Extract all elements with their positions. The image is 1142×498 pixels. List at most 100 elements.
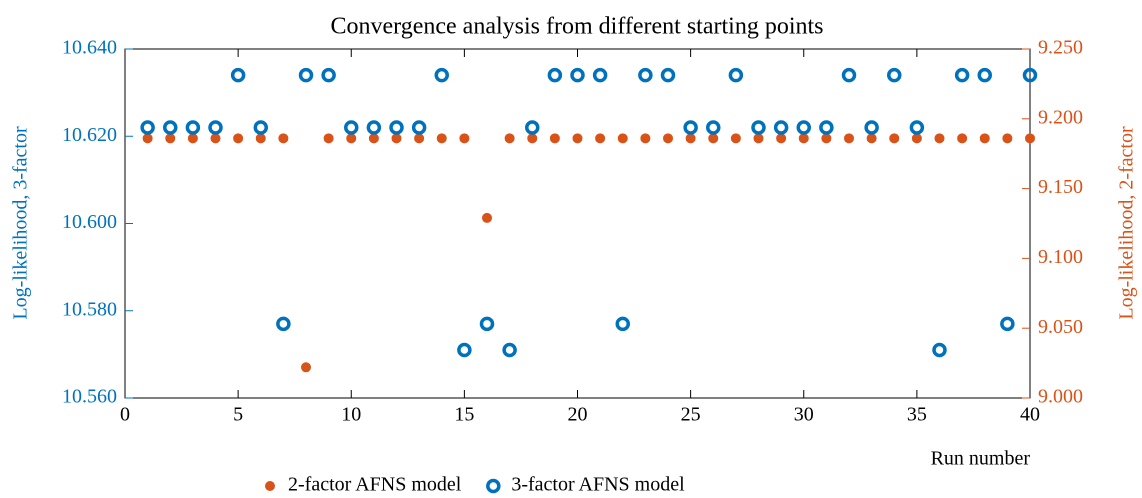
data-point bbox=[253, 120, 268, 135]
plot-frame bbox=[124, 48, 1031, 399]
chart-title: Convergence analysis from different star… bbox=[331, 14, 824, 40]
data-point bbox=[776, 133, 787, 144]
y-tick-label: 10.580 bbox=[62, 298, 117, 320]
data-point bbox=[683, 120, 698, 135]
data-point bbox=[321, 67, 336, 83]
data-point bbox=[208, 120, 223, 135]
legend-marker bbox=[486, 478, 501, 494]
data-point bbox=[572, 133, 583, 144]
data-point bbox=[1022, 67, 1038, 83]
data-point bbox=[773, 120, 789, 135]
data-point bbox=[796, 120, 811, 135]
data-point bbox=[685, 133, 696, 144]
y2-tick-label: 9.150 bbox=[1038, 176, 1083, 198]
data-point bbox=[595, 133, 606, 144]
legend-label: 2-factor AFNS model bbox=[288, 474, 462, 496]
data-point bbox=[911, 133, 922, 144]
y-axis-label: Log-likelihood, 3-factor bbox=[10, 126, 32, 320]
data-point bbox=[570, 67, 585, 83]
data-point bbox=[728, 67, 744, 83]
data-point bbox=[844, 133, 854, 144]
data-point bbox=[368, 133, 379, 144]
data-point bbox=[751, 120, 766, 135]
data-point bbox=[640, 133, 651, 144]
data-point bbox=[163, 120, 178, 135]
data-point bbox=[1025, 133, 1035, 144]
data-point bbox=[957, 133, 968, 144]
data-point bbox=[525, 120, 540, 135]
data-point bbox=[887, 67, 902, 83]
data-point bbox=[502, 342, 517, 358]
data-point bbox=[389, 120, 404, 135]
data-point bbox=[230, 67, 246, 83]
data-point bbox=[346, 133, 357, 144]
data-point bbox=[344, 120, 359, 135]
data-point bbox=[708, 133, 719, 144]
y2-tick-label: 9.200 bbox=[1038, 106, 1083, 128]
data-point bbox=[977, 67, 992, 83]
data-point bbox=[663, 133, 673, 144]
data-point bbox=[954, 67, 970, 83]
x-tick-label: 20 bbox=[568, 404, 588, 426]
data-point bbox=[1002, 133, 1013, 144]
data-point bbox=[864, 120, 879, 135]
x-tick-label: 5 bbox=[233, 404, 243, 426]
y-tick-label: 10.620 bbox=[62, 124, 117, 146]
data-point bbox=[366, 120, 382, 135]
y2-tick-label: 9.000 bbox=[1038, 386, 1083, 408]
legend-marker bbox=[265, 481, 275, 491]
data-point bbox=[617, 133, 628, 144]
x-tick-label: 30 bbox=[794, 404, 814, 426]
data-point bbox=[187, 133, 198, 144]
data-point bbox=[233, 133, 244, 144]
data-point bbox=[615, 316, 630, 332]
y2-tick-label: 9.250 bbox=[1038, 37, 1083, 59]
data-point bbox=[411, 120, 427, 135]
data-point bbox=[821, 133, 832, 144]
data-point bbox=[459, 133, 470, 144]
x-axis-label: Run number bbox=[931, 448, 1031, 470]
data-point bbox=[482, 212, 492, 223]
data-point bbox=[278, 133, 289, 144]
data-point bbox=[301, 362, 311, 373]
data-point bbox=[185, 120, 201, 135]
data-point bbox=[592, 67, 608, 83]
data-point bbox=[457, 342, 472, 358]
data-point bbox=[255, 133, 266, 144]
data-point bbox=[479, 316, 495, 332]
data-point bbox=[841, 67, 857, 83]
x-tick-label: 15 bbox=[454, 404, 474, 426]
data-point bbox=[434, 67, 449, 83]
data-point bbox=[909, 120, 925, 135]
data-point bbox=[706, 120, 721, 135]
data-point bbox=[504, 133, 515, 144]
data-point bbox=[527, 133, 538, 144]
data-point bbox=[932, 342, 947, 358]
data-point bbox=[391, 133, 402, 144]
y2-tick-label: 9.050 bbox=[1038, 316, 1083, 338]
data-point bbox=[660, 67, 676, 83]
data-point bbox=[276, 316, 291, 332]
x-tick-label: 0 bbox=[120, 404, 130, 426]
data-point bbox=[549, 133, 560, 144]
data-point bbox=[165, 133, 176, 144]
y-tick-label: 10.600 bbox=[62, 211, 117, 233]
y-tick-label: 10.560 bbox=[62, 386, 117, 408]
x-tick-label: 35 bbox=[907, 404, 927, 426]
data-point bbox=[819, 120, 834, 135]
x-tick-label: 25 bbox=[681, 404, 701, 426]
data-point bbox=[798, 133, 809, 144]
x-tick-label: 10 bbox=[341, 404, 361, 426]
data-point bbox=[730, 133, 741, 144]
data-point bbox=[753, 133, 764, 144]
y2-tick-label: 9.100 bbox=[1038, 246, 1083, 268]
y2-axis-label: Log-likelihood, 2-factor bbox=[1116, 126, 1138, 320]
data-point bbox=[866, 133, 877, 144]
data-point bbox=[323, 133, 334, 144]
data-point bbox=[140, 120, 155, 135]
data-point bbox=[889, 133, 900, 144]
data-point bbox=[436, 133, 447, 144]
legend-label: 3-factor AFNS model bbox=[511, 474, 685, 496]
data-point bbox=[142, 133, 153, 144]
